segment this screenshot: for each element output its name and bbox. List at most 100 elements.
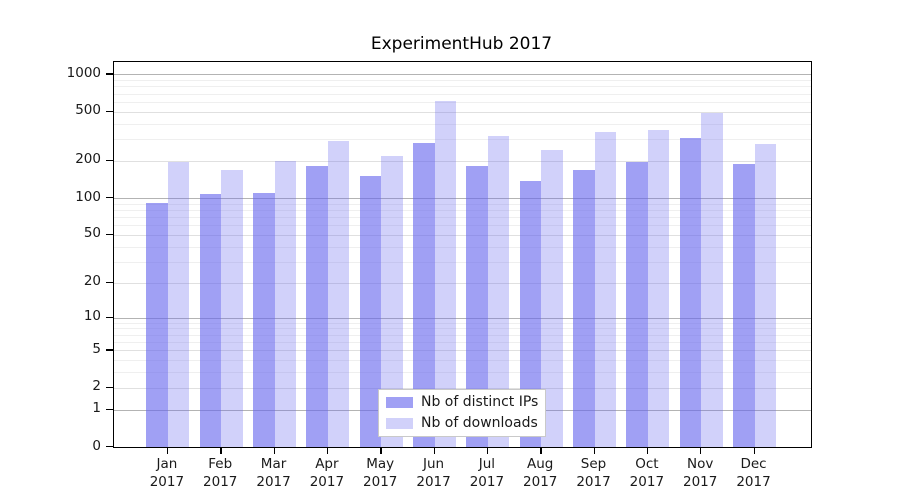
x-label-month: Dec xyxy=(740,456,767,472)
y-axis-tick xyxy=(106,281,113,284)
bar-distinct-ips-dec xyxy=(733,164,755,447)
y-axis-tick xyxy=(106,316,113,318)
bar-distinct-ips-nov xyxy=(679,138,702,447)
x-label-year: 2017 xyxy=(469,474,505,490)
bar-distinct-ips-jun xyxy=(413,143,435,447)
x-tick-label-may: May 2017 xyxy=(340,455,420,491)
x-axis-tick xyxy=(700,447,702,454)
x-label-month: Jul xyxy=(478,456,496,472)
x-label-month: Feb xyxy=(208,456,233,472)
bar-downloads-oct xyxy=(647,130,670,447)
y-axis-tick xyxy=(106,110,113,112)
x-axis-tick xyxy=(380,447,382,454)
bar-downloads-feb xyxy=(221,169,243,447)
x-label-year: 2017 xyxy=(629,474,665,490)
bar-downloads-mar xyxy=(274,160,297,447)
bar-distinct-ips-apr xyxy=(306,166,328,447)
x-axis-tick xyxy=(486,447,489,454)
gridline-minor xyxy=(114,328,811,330)
x-tick-label-nov: Nov 2017 xyxy=(660,455,740,491)
x-axis-tick xyxy=(326,447,329,454)
y-tick-label: 50 xyxy=(83,225,101,242)
x-label-month: Aug xyxy=(527,456,554,472)
y-axis-tick xyxy=(106,446,113,448)
gridline-minor xyxy=(114,123,811,125)
x-label-month: May xyxy=(366,456,395,472)
y-tick-label: 200 xyxy=(75,151,101,168)
legend: Nb of distinct IPs Nb of downloads xyxy=(378,389,546,437)
gridline-major xyxy=(114,317,811,319)
gridline-major xyxy=(114,198,811,200)
y-axis-tick xyxy=(106,408,113,410)
y-axis-tick xyxy=(106,233,113,236)
y-tick-label: 1000 xyxy=(66,64,101,81)
bar-downloads-jun xyxy=(434,100,457,447)
y-axis-tick xyxy=(106,197,113,199)
gridline-major xyxy=(114,74,811,76)
y-axis-tick xyxy=(106,386,113,389)
y-tick-label: 0 xyxy=(92,437,101,454)
plot-area xyxy=(113,61,812,448)
gridline-minor xyxy=(114,225,811,227)
x-label-year: 2017 xyxy=(683,474,718,490)
gridline-minor xyxy=(114,360,811,362)
legend-swatch xyxy=(386,417,413,429)
x-tick-label-feb: Feb 2017 xyxy=(180,455,260,491)
x-label-year: 2017 xyxy=(416,474,451,490)
legend-swatch xyxy=(386,396,413,408)
gridline-minor xyxy=(114,86,811,88)
legend-label: Nb of downloads xyxy=(421,415,538,431)
x-axis-tick xyxy=(220,447,222,454)
x-tick-label-jul: Jul 2017 xyxy=(447,455,527,491)
x-tick-label-apr: Apr 2017 xyxy=(287,455,367,491)
gridline-minor xyxy=(114,246,811,248)
x-axis-tick xyxy=(753,447,755,454)
x-label-year: 2017 xyxy=(363,474,398,490)
gridline-minor xyxy=(114,209,811,211)
x-label-month: Oct xyxy=(635,456,659,472)
gridline-labeled xyxy=(114,282,811,284)
x-tick-label-sep: Sep 2017 xyxy=(554,455,634,491)
gridline-minor xyxy=(114,334,811,336)
x-tick-label-dec: Dec 2017 xyxy=(714,455,794,491)
x-axis-tick xyxy=(433,447,435,454)
x-label-year: 2017 xyxy=(203,474,238,490)
gridline-minor xyxy=(114,217,811,219)
bar-distinct-ips-oct xyxy=(626,162,648,447)
x-label-year: 2017 xyxy=(576,474,611,490)
x-axis-tick xyxy=(646,447,649,454)
bar-distinct-ips-feb xyxy=(199,193,222,447)
legend-item-0: Nb of distinct IPs xyxy=(379,393,545,411)
bar-distinct-ips-sep xyxy=(573,169,595,447)
x-tick-label-aug: Aug 2017 xyxy=(500,455,580,491)
x-label-month: Jun xyxy=(423,456,445,472)
bar-downloads-may xyxy=(381,155,403,447)
y-tick-label: 500 xyxy=(75,102,101,119)
x-axis-tick xyxy=(540,447,542,454)
bar-distinct-ips-jul xyxy=(466,166,488,447)
x-axis-tick xyxy=(166,447,169,454)
gridline-minor xyxy=(114,203,811,205)
x-label-month: Nov xyxy=(687,456,714,472)
y-tick-label: 1 xyxy=(92,400,101,417)
y-tick-label: 2 xyxy=(92,378,101,395)
bar-distinct-ips-mar xyxy=(253,192,275,447)
legend-item-1: Nb of downloads xyxy=(379,414,545,432)
bar-downloads-jul xyxy=(487,135,510,447)
gridline-labeled xyxy=(114,387,811,389)
gridline-labeled xyxy=(114,111,811,113)
y-axis-tick xyxy=(106,73,113,75)
gridline-minor xyxy=(114,372,811,374)
gridline-labeled xyxy=(114,350,811,352)
x-label-year: 2017 xyxy=(256,474,291,490)
bar-downloads-aug xyxy=(541,149,563,447)
y-tick-label: 10 xyxy=(83,308,101,325)
y-tick-label: 100 xyxy=(75,188,101,205)
x-label-month: Jan xyxy=(156,456,178,472)
y-tick-label: 20 xyxy=(83,273,101,290)
chart-title: ExperimentHub 2017 xyxy=(370,34,553,54)
y-tick-label: 5 xyxy=(92,340,101,357)
bar-distinct-ips-aug xyxy=(519,180,542,447)
bar-distinct-ips-may xyxy=(359,176,382,447)
